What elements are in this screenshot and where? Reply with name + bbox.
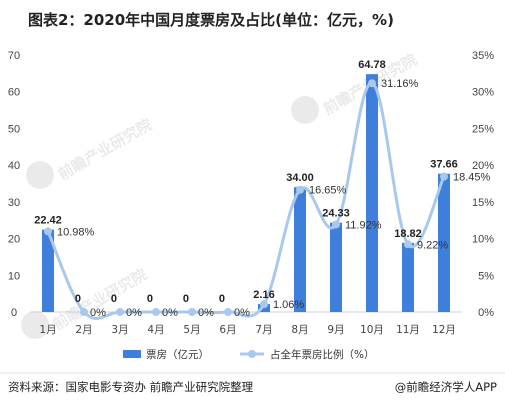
y-right-tick-label: 30%	[472, 87, 494, 99]
line-value-label: 18.45%	[453, 172, 491, 184]
y-right-tick-label: 10%	[472, 234, 494, 246]
legend-swatch-marker	[248, 350, 256, 358]
y-right-tick-label: 5%	[478, 270, 494, 282]
legend-swatch-bar	[123, 350, 141, 358]
legend-label-line: 占全年票房比例（%）	[270, 348, 374, 361]
x-tick-label: 6月	[219, 324, 236, 336]
bar-value-label: 2.16	[253, 289, 274, 301]
x-tick-label: 3月	[111, 324, 128, 336]
line-point	[116, 308, 124, 316]
chart-title: 图表2：2020年中国月度票房及占比(单位：亿元，%)	[28, 11, 394, 29]
watermark-logo-top: 前瞻产业研究院	[26, 115, 155, 189]
bar	[366, 74, 378, 312]
bar-value-label: 0	[147, 293, 153, 305]
line-value-label: 11.92%	[345, 219, 382, 231]
y-right-tick-label: 25%	[472, 123, 494, 135]
line-point	[332, 220, 340, 229]
line-point	[404, 240, 412, 249]
y-left-tick-label: 0	[11, 307, 17, 319]
y-axis-right: 0% 5% 10% 15% 20% 25% 30% 35%	[472, 50, 494, 319]
y-right-tick-label: 15%	[472, 197, 494, 209]
legend-label-bar: 票房（亿元）	[146, 348, 209, 361]
legend: 票房（亿元） 占全年票房比例（%）	[123, 348, 374, 361]
x-tick-label: 12月	[432, 324, 456, 336]
bar-value-label: 37.66	[430, 159, 458, 171]
y-axis-left: 0 10 20 30 40 50 60 70	[8, 50, 20, 319]
bar	[294, 187, 306, 312]
x-tick-label: 4月	[147, 324, 164, 336]
bar	[42, 229, 54, 312]
line-series	[44, 79, 448, 320]
line-point	[80, 308, 88, 316]
line-point	[296, 185, 304, 194]
y-left-tick-label: 20	[8, 234, 20, 246]
x-tick-label: 1月	[39, 324, 56, 336]
y-left-tick-label: 50	[8, 123, 20, 135]
line-point	[440, 172, 448, 181]
x-tick-label: 11月	[396, 324, 420, 336]
bar-series	[42, 74, 450, 312]
y-left-tick-label: 70	[8, 50, 20, 62]
bar-value-label: 0	[219, 293, 225, 305]
y-left-tick-label: 60	[8, 87, 20, 99]
watermark-text-top: 前瞻产业研究院	[55, 115, 155, 183]
x-tick-label: 7月	[255, 324, 272, 336]
brand-text: @前瞻经济学人APP	[395, 380, 497, 394]
bar-value-label: 24.33	[322, 208, 350, 220]
y-right-tick-label: 20%	[472, 160, 494, 172]
bar	[330, 222, 342, 312]
line-value-label: 10.98%	[57, 226, 95, 238]
line-point	[260, 300, 268, 309]
line-point	[368, 79, 376, 88]
line-value-label: 31.16%	[381, 78, 419, 90]
line-value-label: 0%	[234, 307, 250, 319]
bar-value-label: 18.82	[394, 228, 422, 240]
bar	[438, 173, 450, 312]
bar-value-label: 0	[111, 293, 117, 305]
x-tick-label: 10月	[360, 324, 384, 336]
x-tick-label: 8月	[291, 324, 308, 336]
bar-value-label: 64.78	[358, 59, 386, 71]
y-left-tick-label: 30	[8, 197, 20, 209]
line-point	[44, 227, 52, 236]
line-value-label: 16.65%	[309, 185, 347, 197]
source-text: 资料来源：国家电影专资办 前瞻产业研究院整理	[8, 380, 254, 394]
line-value-label: 0%	[162, 307, 178, 319]
y-left-tick-label: 40	[8, 160, 20, 172]
share-line	[46, 81, 446, 320]
x-tick-label: 5月	[183, 324, 200, 336]
bar	[402, 242, 414, 312]
x-tick-label: 9月	[327, 324, 344, 336]
x-axis: 1月 2月 3月 4月 5月 6月 7月 8月 9月 10月 11月 12月	[39, 324, 456, 336]
line-point	[188, 308, 196, 316]
y-left-tick-label: 10	[8, 270, 20, 282]
line-point	[152, 308, 160, 316]
line-value-label: 0%	[198, 307, 214, 319]
line-value-label: 1.06%	[273, 299, 304, 311]
bar-value-label: 0	[183, 293, 189, 305]
line-value-label: 0%	[90, 307, 106, 319]
line-value-label: 0%	[126, 307, 142, 319]
y-right-tick-label: 0%	[478, 307, 494, 319]
line-point	[224, 308, 232, 316]
x-tick-label: 2月	[75, 324, 92, 336]
bar-value-label: 0	[75, 293, 81, 305]
line-value-label: 9.22%	[417, 239, 448, 251]
bar-value-label: 22.42	[34, 215, 62, 227]
data-labels: 22.420 0 0 0 0 2.1634.0024.3364.7818.8237.661…	[34, 59, 490, 319]
y-right-tick-label: 35%	[472, 50, 494, 62]
bar-value-label: 34.00	[286, 172, 314, 184]
